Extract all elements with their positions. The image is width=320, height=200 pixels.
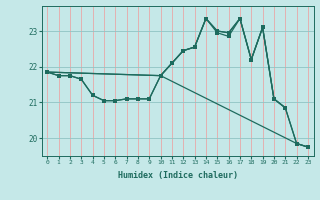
X-axis label: Humidex (Indice chaleur): Humidex (Indice chaleur) [118, 171, 237, 180]
